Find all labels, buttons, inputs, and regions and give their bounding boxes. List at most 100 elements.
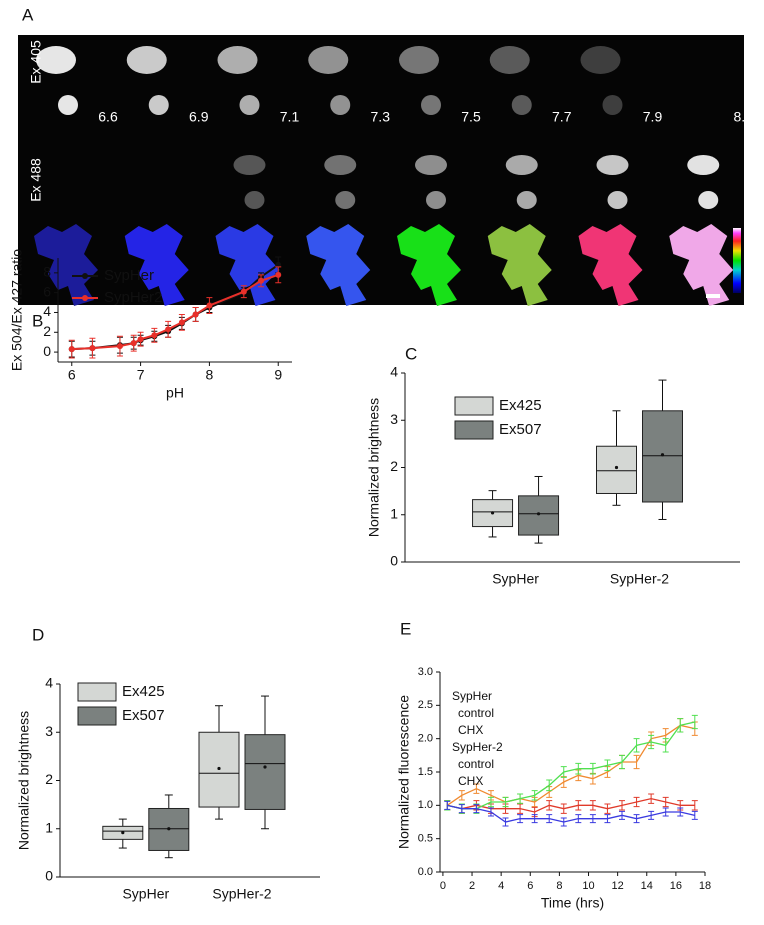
cell-pseudocolor — [669, 224, 734, 306]
legend-dot — [82, 295, 88, 301]
cell-blob — [516, 191, 537, 209]
mean — [536, 512, 541, 516]
x-tick-label: 6 — [68, 367, 76, 383]
x-tick-label: SypHer — [122, 886, 169, 902]
series-line — [447, 804, 695, 823]
error-bar — [502, 817, 509, 827]
error-bar — [619, 754, 626, 770]
error-bar — [575, 800, 582, 811]
colorbar — [733, 228, 741, 293]
mean — [263, 765, 267, 769]
error-bar — [531, 790, 538, 801]
y-tick-label: 3.0 — [418, 666, 433, 678]
cell-blob — [596, 155, 629, 175]
error-bar — [517, 793, 524, 804]
y-tick-label: 4 — [390, 364, 398, 380]
legend-swatch — [454, 396, 494, 416]
error-bar — [677, 807, 684, 817]
point — [275, 271, 282, 278]
x-tick-label: SypHer-2 — [610, 571, 669, 587]
point — [151, 332, 158, 339]
cell-blob — [505, 155, 538, 175]
x-tick-label: 16 — [670, 880, 682, 892]
cell-blob — [580, 46, 621, 74]
y-tick-label: 1 — [45, 819, 53, 835]
error-bar — [619, 810, 626, 820]
y-axis-label: Normalized brightness — [366, 398, 382, 537]
x-tick-label: 0 — [440, 880, 446, 892]
row-label: Ex 405 — [28, 40, 44, 84]
ph-label: 6.6 — [98, 109, 118, 125]
ph-label: 7.9 — [643, 109, 663, 125]
cell-blob — [415, 155, 447, 175]
y-tick-label: 0.5 — [418, 833, 433, 845]
error-bar — [677, 718, 684, 733]
legend-label: Ex507 — [499, 421, 542, 438]
error-bar — [662, 807, 669, 817]
error-bar — [691, 800, 698, 811]
x-tick-label: 6 — [527, 880, 533, 892]
x-tick-label: 2 — [469, 880, 475, 892]
error-bar — [691, 810, 698, 820]
series-line — [447, 721, 695, 810]
mean — [614, 465, 619, 470]
error-bar — [560, 766, 567, 778]
point — [68, 346, 75, 353]
error-bar — [575, 814, 582, 824]
x-tick-label: 18 — [699, 880, 711, 892]
x-tick-label: SypHer-2 — [212, 886, 271, 902]
y-tick-label: 0.0 — [418, 866, 433, 878]
error-bar — [633, 814, 640, 824]
error-bar — [662, 796, 669, 808]
y-tick-label: 2.5 — [418, 699, 433, 711]
error-bar — [648, 793, 655, 804]
legend-dot — [82, 273, 88, 279]
error-bar — [560, 817, 567, 827]
legend-label: SypHer2 — [104, 289, 162, 306]
y-tick-label: 8 — [43, 264, 51, 280]
error-bar — [648, 734, 655, 750]
row-label: Ex 488 — [28, 158, 44, 202]
y-tick-label: 0 — [43, 343, 51, 359]
cell-blob — [698, 191, 719, 209]
mean — [121, 831, 125, 835]
point — [165, 326, 172, 333]
legend-label: SypHer — [104, 267, 154, 284]
cell-blob — [148, 95, 169, 115]
colorbar-label: 6 — [748, 220, 756, 236]
cell-blob — [244, 191, 265, 209]
y-tick-label: 2 — [45, 771, 53, 787]
error-bar — [633, 738, 640, 753]
error-bar — [619, 800, 626, 811]
ph-label: 7.5 — [461, 109, 481, 125]
error-bar — [560, 776, 567, 788]
error-bar — [487, 807, 494, 817]
error-bar — [560, 803, 567, 814]
mean — [490, 511, 495, 515]
cell-pseudocolor — [34, 224, 98, 306]
error-bar — [662, 738, 669, 753]
point — [258, 277, 265, 284]
error-bar — [517, 814, 524, 824]
error-bar — [546, 779, 553, 792]
cell-blob — [233, 155, 266, 175]
x-tick-label: 12 — [612, 880, 624, 892]
legend-swatch — [77, 682, 117, 702]
cell-pseudocolor — [487, 224, 552, 306]
ph-label: 6.9 — [189, 109, 209, 125]
y-tick-label: 6 — [43, 283, 51, 299]
x-axis-label: Time (hrs) — [541, 895, 604, 911]
cell-blob — [489, 46, 530, 74]
cell-blob — [426, 191, 446, 209]
cell-blob — [602, 95, 623, 115]
legend-group: SypHer — [452, 689, 492, 703]
cell-blob — [126, 46, 167, 74]
colorbar-label: 0 — [748, 283, 756, 299]
y-tick-label: 0 — [390, 553, 398, 569]
box — [244, 734, 286, 810]
error-bar — [473, 804, 480, 814]
y-tick-label: 2 — [43, 323, 51, 339]
legend-swatch — [77, 706, 117, 726]
panel-label: D — [32, 625, 44, 644]
